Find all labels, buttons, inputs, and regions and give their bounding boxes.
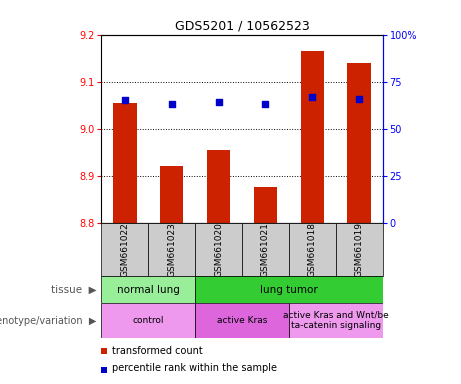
Bar <box>336 223 383 276</box>
Text: lung tumor: lung tumor <box>260 285 318 295</box>
Point <box>121 98 129 104</box>
Text: genotype/variation  ▶: genotype/variation ▶ <box>0 316 97 326</box>
Bar <box>207 150 230 223</box>
Text: active Kras and Wnt/be
ta-catenin signaling: active Kras and Wnt/be ta-catenin signal… <box>283 311 389 330</box>
Text: GSM661022: GSM661022 <box>120 222 130 277</box>
Text: tissue  ▶: tissue ▶ <box>51 285 97 295</box>
Text: GSM661020: GSM661020 <box>214 222 223 277</box>
Text: GSM661023: GSM661023 <box>167 222 176 277</box>
Bar <box>254 187 277 223</box>
Text: GSM661019: GSM661019 <box>355 222 364 277</box>
Bar <box>195 276 383 303</box>
Point <box>168 101 175 107</box>
Text: normal lung: normal lung <box>117 285 180 295</box>
Point <box>215 99 222 105</box>
Bar <box>348 63 371 223</box>
Bar <box>301 51 324 223</box>
Text: GSM661018: GSM661018 <box>308 222 317 277</box>
Bar <box>101 276 195 303</box>
Text: control: control <box>133 316 164 325</box>
Bar <box>195 303 289 338</box>
Point <box>355 96 363 102</box>
Text: GSM661021: GSM661021 <box>261 222 270 277</box>
Bar <box>195 223 242 276</box>
Bar <box>101 303 195 338</box>
Bar <box>113 103 136 223</box>
Bar <box>148 223 195 276</box>
Text: transformed count: transformed count <box>112 346 202 356</box>
Text: percentile rank within the sample: percentile rank within the sample <box>112 363 277 373</box>
Point <box>262 101 269 107</box>
Text: active Kras: active Kras <box>217 316 267 325</box>
Bar <box>289 303 383 338</box>
Title: GDS5201 / 10562523: GDS5201 / 10562523 <box>175 19 309 32</box>
Bar <box>242 223 289 276</box>
Bar <box>101 223 148 276</box>
Point <box>309 94 316 100</box>
Bar <box>160 166 183 223</box>
Bar <box>289 223 336 276</box>
